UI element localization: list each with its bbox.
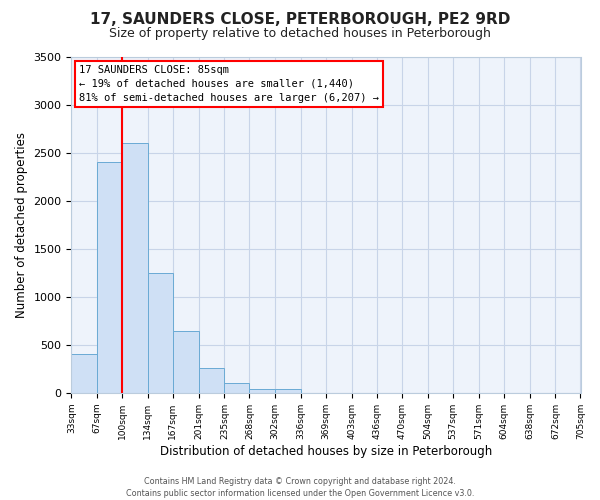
Bar [173, 332, 199, 393]
Bar [71, 354, 97, 393]
Bar [199, 368, 224, 393]
Text: Contains HM Land Registry data © Crown copyright and database right 2024.
Contai: Contains HM Land Registry data © Crown c… [126, 476, 474, 498]
Bar [97, 162, 122, 393]
Text: 17 SAUNDERS CLOSE: 85sqm
← 19% of detached houses are smaller (1,440)
81% of sem: 17 SAUNDERS CLOSE: 85sqm ← 19% of detach… [79, 65, 379, 103]
Y-axis label: Number of detached properties: Number of detached properties [15, 132, 28, 318]
Bar [148, 272, 173, 393]
Bar [275, 388, 301, 393]
Text: 17, SAUNDERS CLOSE, PETERBOROUGH, PE2 9RD: 17, SAUNDERS CLOSE, PETERBOROUGH, PE2 9R… [90, 12, 510, 28]
X-axis label: Distribution of detached houses by size in Peterborough: Distribution of detached houses by size … [160, 444, 492, 458]
Bar [122, 143, 148, 393]
Text: Size of property relative to detached houses in Peterborough: Size of property relative to detached ho… [109, 28, 491, 40]
Bar [250, 388, 275, 393]
Bar [224, 383, 250, 393]
